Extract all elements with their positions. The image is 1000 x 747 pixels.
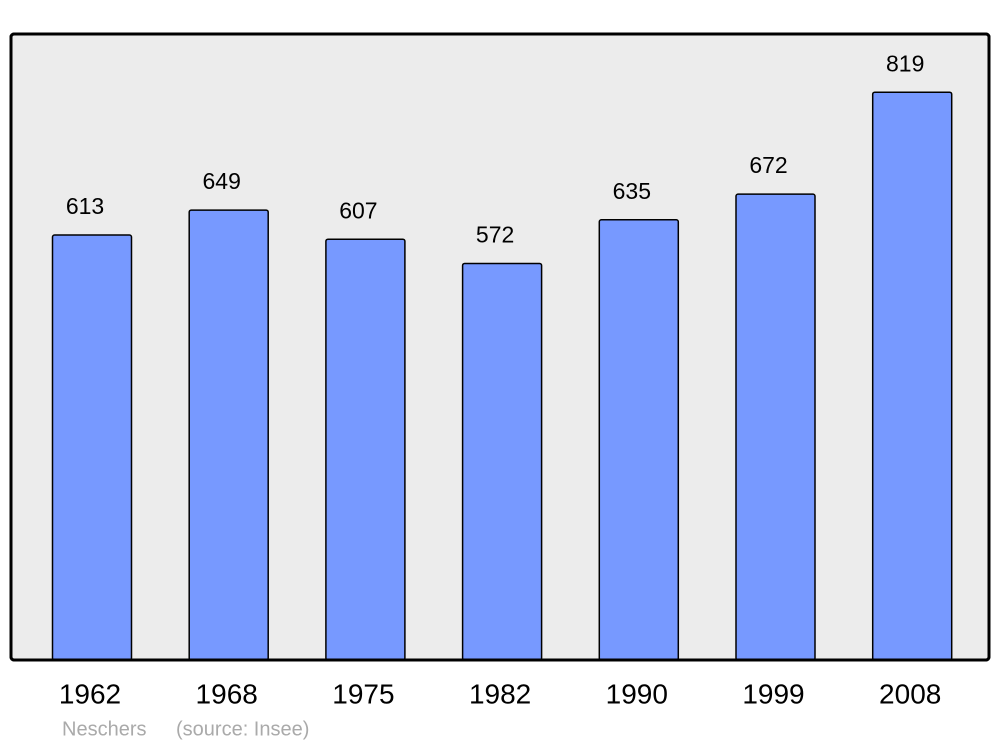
x-tick-label: 1982 [469,678,531,709]
bar [598,219,680,661]
caption: Neschers [62,718,146,740]
value-label: 572 [476,222,514,248]
x-tick-label: 1975 [332,678,394,709]
x-tick-label: 1990 [606,678,668,709]
bar [735,193,816,661]
x-tick-label: 2008 [879,678,941,709]
bar [51,234,133,661]
value-label: 613 [66,193,104,219]
value-label: 635 [613,178,651,204]
plot-border [9,32,991,662]
bar [461,262,543,661]
x-tick-label: 1968 [196,678,258,709]
x-tick-label: 1999 [742,678,804,709]
value-label: 672 [749,152,787,178]
value-label: 649 [203,168,241,194]
x-tick-label: 1962 [59,678,121,709]
bar [325,238,406,661]
bar [871,91,953,661]
value-label: 819 [886,50,924,76]
bar [188,209,269,661]
value-label: 607 [339,197,377,223]
source: (source: Insee) [176,718,309,740]
